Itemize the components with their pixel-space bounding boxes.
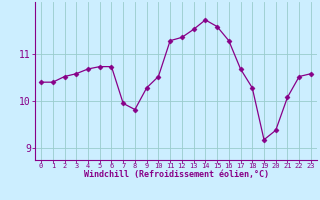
X-axis label: Windchill (Refroidissement éolien,°C): Windchill (Refroidissement éolien,°C) [84,170,268,179]
